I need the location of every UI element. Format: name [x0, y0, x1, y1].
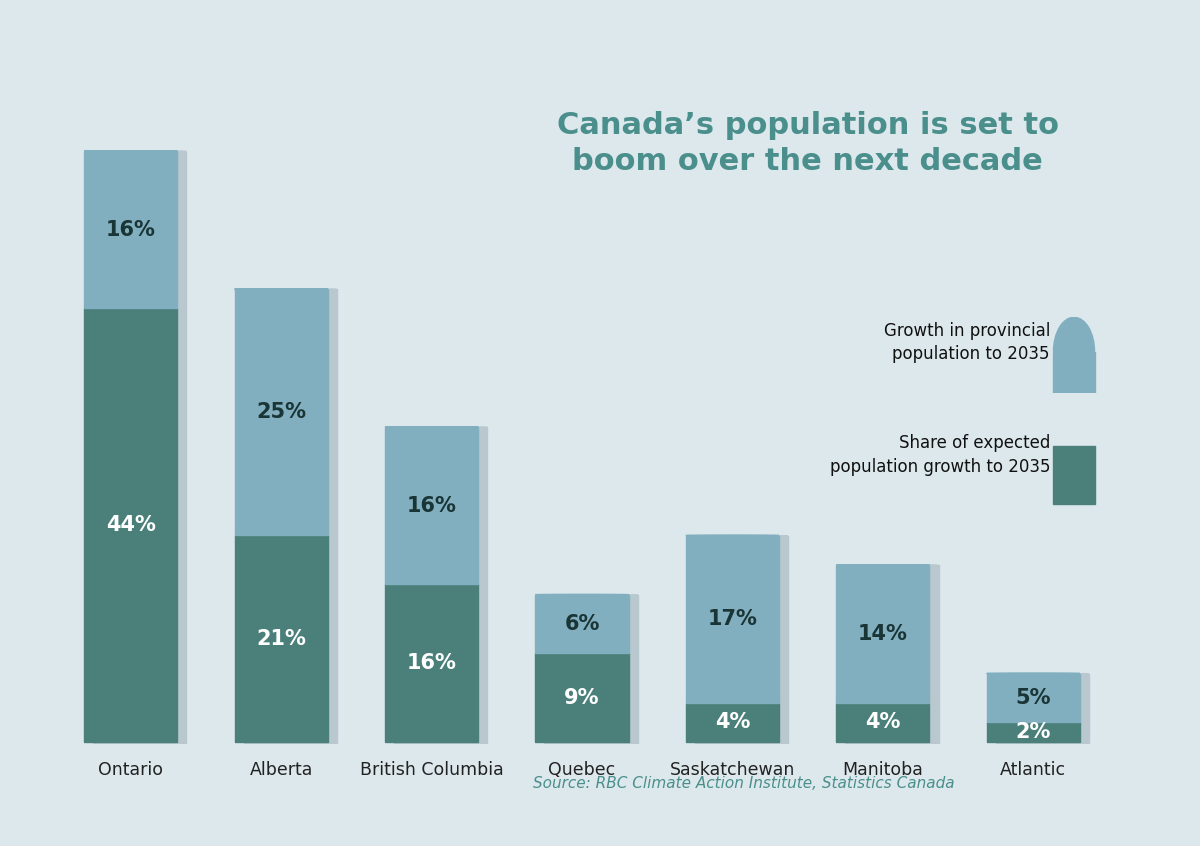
Text: 16%: 16% — [407, 496, 456, 515]
Bar — [84, 309, 178, 742]
Bar — [845, 565, 938, 743]
Text: 14%: 14% — [858, 624, 907, 644]
Bar — [996, 674, 1088, 743]
Bar — [84, 151, 178, 309]
Text: 6%: 6% — [564, 614, 600, 634]
Bar — [695, 536, 788, 743]
Bar — [545, 595, 637, 743]
Text: Growth in provincial
population to 2035: Growth in provincial population to 2035 — [883, 321, 1050, 364]
Text: 25%: 25% — [256, 402, 306, 422]
Bar — [244, 289, 337, 743]
Text: 5%: 5% — [1015, 688, 1051, 708]
Text: 4%: 4% — [715, 712, 750, 733]
Text: Share of expected
population growth to 2035: Share of expected population growth to 2… — [829, 434, 1050, 476]
Text: 44%: 44% — [106, 515, 156, 536]
Bar — [986, 722, 1080, 742]
Bar — [385, 585, 479, 742]
Text: 21%: 21% — [257, 629, 306, 649]
Text: Canada’s population is set to
boom over the next decade: Canada’s population is set to boom over … — [557, 112, 1058, 176]
Text: 16%: 16% — [407, 653, 456, 673]
Text: 16%: 16% — [106, 220, 156, 239]
Bar — [234, 289, 328, 536]
Bar — [394, 427, 487, 743]
Text: 17%: 17% — [708, 609, 757, 629]
Bar — [535, 595, 629, 653]
Bar — [94, 151, 186, 743]
Text: 4%: 4% — [865, 712, 900, 733]
Wedge shape — [1054, 317, 1094, 352]
Bar — [986, 673, 1080, 722]
Bar — [836, 565, 930, 703]
Bar — [685, 703, 779, 742]
Bar — [1054, 352, 1094, 393]
Bar — [234, 536, 328, 742]
Bar — [685, 536, 779, 703]
Text: Source: RBC Climate Action Institute, Statistics Canada: Source: RBC Climate Action Institute, St… — [533, 776, 955, 791]
Bar — [385, 427, 479, 585]
Bar — [535, 653, 629, 742]
Text: 2%: 2% — [1015, 722, 1051, 742]
Text: 9%: 9% — [564, 688, 600, 708]
Bar — [836, 703, 930, 742]
